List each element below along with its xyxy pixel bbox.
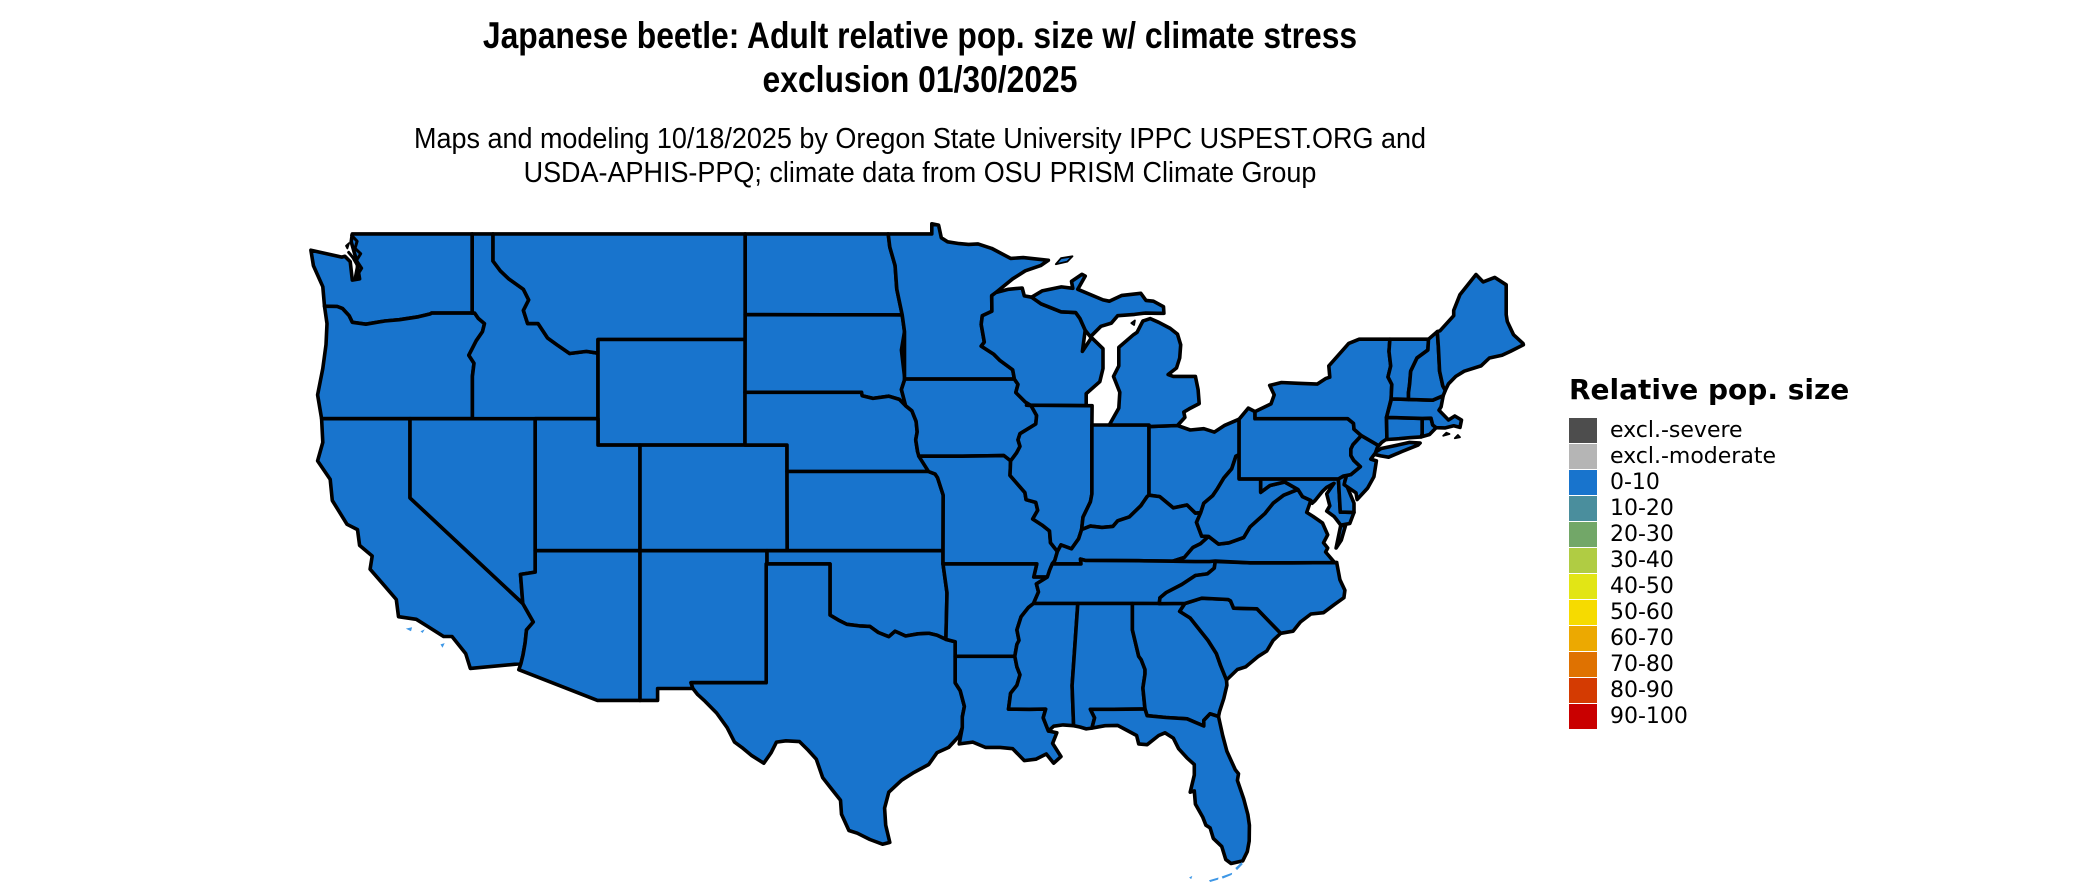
legend-item: 50-60	[1569, 599, 1849, 625]
legend-item: excl.-severe	[1569, 417, 1849, 443]
legend-item-label: 60-70	[1610, 625, 1674, 651]
legend-swatch	[1569, 495, 1597, 521]
state-michigan	[1029, 272, 1166, 339]
legend-swatch	[1569, 703, 1597, 729]
state-north-dakota	[743, 232, 904, 317]
legend-swatch	[1569, 573, 1597, 599]
legend-item-label: 80-90	[1610, 677, 1674, 703]
legend-item: 90-100	[1569, 703, 1849, 729]
island-keys-upper	[1235, 862, 1243, 871]
legend-item-label: excl.-moderate	[1610, 443, 1776, 469]
map-subtitle: Maps and modeling 10/18/2025 by Oregon S…	[64, 122, 1775, 190]
island-dry-tortugas	[1189, 875, 1193, 880]
state-virginia	[1334, 523, 1348, 550]
island-san-juan	[345, 242, 350, 250]
island-marthas-vineyard	[1442, 431, 1451, 437]
state-texas	[689, 562, 967, 846]
state-colorado	[638, 443, 789, 553]
us-map	[309, 222, 1526, 882]
state-kansas	[785, 469, 945, 553]
island-catalina	[440, 643, 445, 648]
map-title: Japanese beetle: Adult relative pop. siz…	[129, 14, 1711, 102]
legend-item: 70-80	[1569, 651, 1849, 677]
legend-item: 60-70	[1569, 625, 1849, 651]
legend-item-label: 70-80	[1610, 651, 1674, 677]
legend-item-label: 50-60	[1610, 599, 1674, 625]
state-wyoming	[596, 337, 747, 447]
legend-swatch	[1569, 651, 1597, 677]
map-subtitle-line1: Maps and modeling 10/18/2025 by Oregon S…	[414, 123, 1426, 155]
state-connecticut	[1384, 415, 1424, 442]
island-keys-middle	[1221, 872, 1233, 879]
legend-item: excl.-moderate	[1569, 443, 1849, 469]
state-maine	[1435, 272, 1526, 393]
legend-item: 30-40	[1569, 547, 1849, 573]
state-north-carolina	[1157, 559, 1347, 636]
state-oregon	[315, 304, 487, 421]
island-beaver	[1130, 319, 1136, 326]
map-title-line1: Japanese beetle: Adult relative pop. siz…	[482, 15, 1358, 56]
legend-item: 20-30	[1569, 521, 1849, 547]
island-channel-1	[405, 627, 413, 632]
legend-swatch	[1569, 417, 1597, 443]
legend-item-label: 10-20	[1610, 495, 1674, 521]
island-keys-lower	[1209, 877, 1219, 882]
island-nantucket	[1453, 434, 1461, 440]
legend-swatch	[1569, 599, 1597, 625]
legend-item-label: 40-50	[1610, 573, 1674, 599]
legend-item-label: 0-10	[1610, 469, 1660, 495]
legend-title: Relative pop. size	[1569, 373, 1850, 406]
state-mississippi	[1006, 601, 1080, 733]
legend-items: excl.-severe excl.-moderate 0-10 10-20 20-30…	[1569, 417, 1849, 729]
map-subtitle-line2: USDA-APHIS-PPQ; climate data from OSU PR…	[523, 157, 1317, 189]
legend-item: 40-50	[1569, 573, 1849, 599]
legend-swatch	[1569, 443, 1597, 469]
legend-item-label: 20-30	[1610, 521, 1674, 547]
legend-item: 10-20	[1569, 495, 1849, 521]
legend-swatch	[1569, 469, 1597, 495]
legend-item: 0-10	[1569, 469, 1849, 495]
legend-item-label: excl.-severe	[1610, 417, 1743, 443]
legend-swatch	[1569, 547, 1597, 573]
legend: Relative pop. size excl.-severe excl.-mod…	[1569, 374, 1849, 729]
island-channel-2	[420, 629, 425, 633]
legend-item-label: 90-100	[1610, 703, 1688, 729]
state-arizona	[517, 548, 642, 703]
state-maryland	[1258, 477, 1356, 527]
legend-swatch	[1569, 677, 1597, 703]
state-florida	[1088, 707, 1252, 866]
legend-swatch	[1569, 625, 1597, 651]
map-title-line2: exclusion 01/30/2025	[762, 59, 1078, 100]
state-new-york	[1373, 440, 1422, 459]
state-new-mexico	[638, 548, 769, 703]
island-isle-royale	[1054, 255, 1074, 266]
legend-item-label: 30-40	[1610, 547, 1674, 573]
state-michigan	[1107, 316, 1201, 429]
puget-sound-inlets	[347, 233, 364, 281]
legend-item: 80-90	[1569, 677, 1849, 703]
legend-swatch	[1569, 521, 1597, 547]
